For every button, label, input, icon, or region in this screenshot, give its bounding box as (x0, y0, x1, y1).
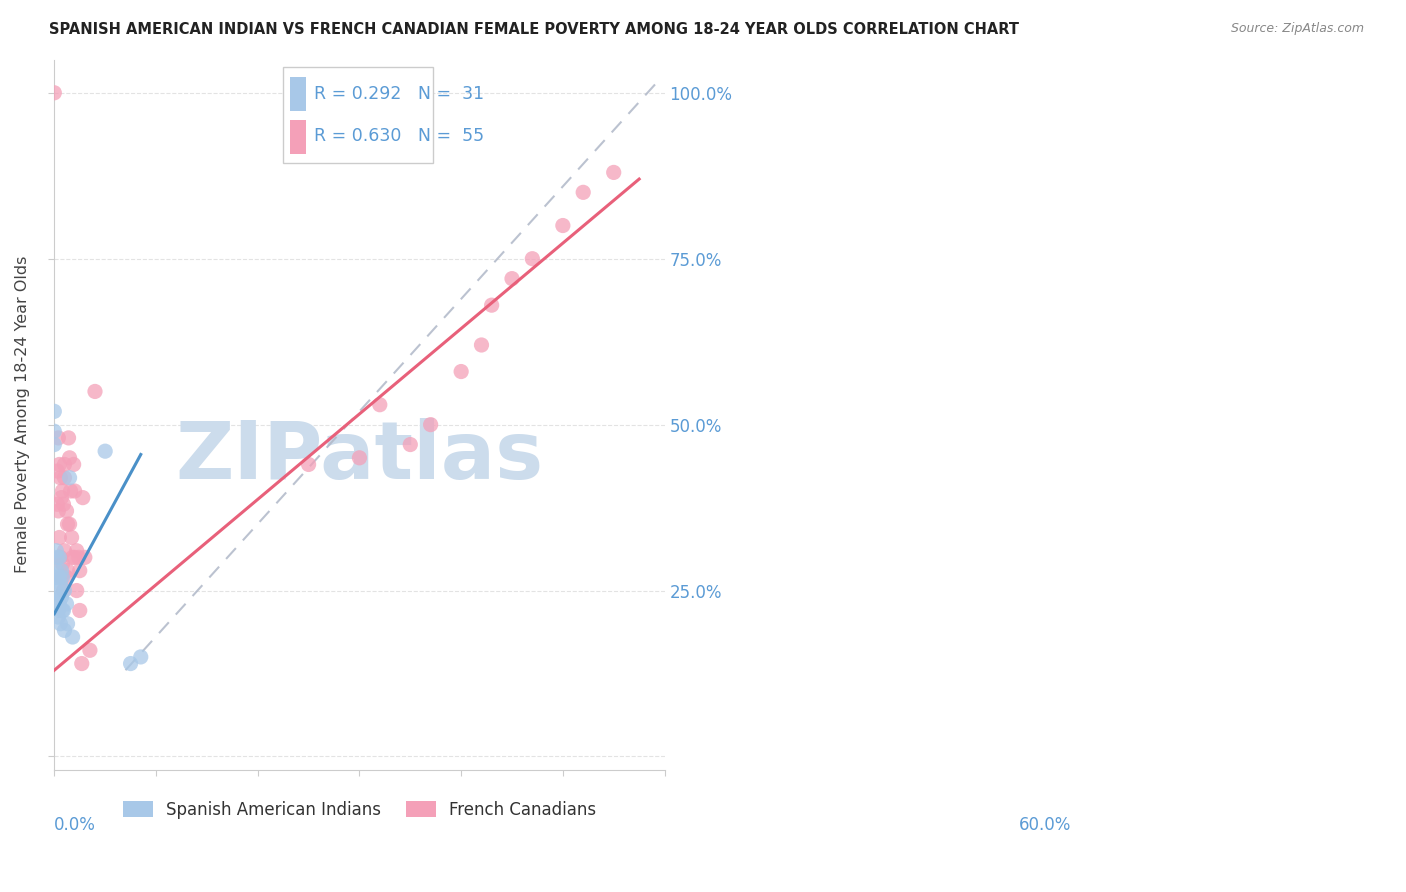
Point (63, 483, 86, 498)
Point (45, 583, 67, 598)
Point (58, 517, 80, 532)
Point (49, 577, 72, 591)
Point (79, 643, 101, 657)
Point (58, 431, 80, 445)
Point (51, 591, 73, 605)
Point (48, 531, 70, 545)
Text: R = 0.292   N =  31: R = 0.292 N = 31 (314, 85, 484, 103)
Point (56, 564, 79, 578)
Point (46, 464, 69, 478)
Point (58, 471, 80, 485)
Point (62, 550, 84, 565)
Point (349, 450, 371, 465)
Point (58, 450, 80, 465)
Point (48, 603, 70, 617)
Point (48, 610, 70, 624)
Point (49, 616, 72, 631)
Point (62, 458, 84, 472)
Point (48, 504, 70, 518)
Point (48, 458, 70, 472)
Text: 0.0%: 0.0% (55, 816, 96, 834)
Point (46, 497, 69, 511)
Point (51, 603, 73, 617)
Point (48, 597, 70, 611)
Point (55, 597, 77, 611)
Point (73, 550, 96, 565)
Point (120, 657, 142, 671)
Point (51, 570, 73, 584)
Point (63, 550, 86, 565)
Point (481, 298, 503, 312)
Text: Source: ZipAtlas.com: Source: ZipAtlas.com (1230, 22, 1364, 36)
Point (66, 543, 89, 558)
Point (48, 431, 70, 445)
Point (53, 458, 76, 472)
Point (51, 570, 73, 584)
Point (49, 471, 72, 485)
Point (44, 86, 66, 100)
Point (46, 570, 69, 584)
Point (69, 564, 91, 578)
Point (46, 550, 69, 565)
Point (44, 424, 66, 438)
Point (368, 398, 391, 412)
Point (44, 404, 66, 418)
Point (399, 437, 422, 451)
Point (45, 543, 67, 558)
Point (44, 437, 66, 451)
Point (48, 570, 70, 584)
Point (66, 583, 89, 598)
Point (59, 483, 82, 498)
Point (53, 583, 76, 598)
Text: ZIPatlas: ZIPatlas (176, 418, 544, 496)
Point (45, 564, 67, 578)
Point (1060, 86, 1083, 100)
Point (419, 417, 441, 432)
Point (55, 504, 77, 518)
Y-axis label: Female Poverty Among 18-24 Year Olds: Female Poverty Among 18-24 Year Olds (15, 256, 30, 574)
Point (46, 591, 69, 605)
Point (70, 657, 93, 671)
Point (56, 616, 79, 631)
Point (84, 384, 107, 399)
Point (51, 557, 73, 571)
Point (48, 550, 70, 565)
Point (52, 583, 75, 598)
Point (51, 564, 73, 578)
Point (52, 603, 75, 617)
Point (53, 624, 76, 638)
Text: 60.0%: 60.0% (1019, 816, 1071, 834)
Point (450, 365, 472, 379)
FancyBboxPatch shape (283, 67, 433, 162)
Point (551, 219, 574, 233)
Point (56, 517, 79, 532)
Point (297, 458, 319, 472)
Point (55, 570, 77, 584)
Point (67, 550, 90, 565)
Point (72, 491, 94, 505)
Point (53, 543, 76, 558)
Point (69, 603, 91, 617)
Point (94, 444, 117, 458)
Point (129, 649, 152, 664)
Point (572, 186, 595, 200)
Point (470, 338, 492, 352)
Point (49, 550, 72, 565)
Point (53, 471, 76, 485)
Bar (291, 120, 305, 154)
Legend: Spanish American Indians, French Canadians: Spanish American Indians, French Canadia… (115, 794, 603, 825)
Point (51, 491, 73, 505)
Point (602, 165, 624, 179)
Point (45, 570, 67, 584)
Point (62, 630, 84, 644)
Text: SPANISH AMERICAN INDIAN VS FRENCH CANADIAN FEMALE POVERTY AMONG 18-24 YEAR OLDS : SPANISH AMERICAN INDIAN VS FRENCH CANADI… (49, 22, 1019, 37)
Point (51, 483, 73, 498)
Point (52, 497, 75, 511)
Bar (291, 78, 305, 112)
Point (522, 252, 544, 266)
Text: R = 0.630   N =  55: R = 0.630 N = 55 (314, 128, 484, 145)
Point (60, 531, 83, 545)
Point (501, 271, 523, 285)
